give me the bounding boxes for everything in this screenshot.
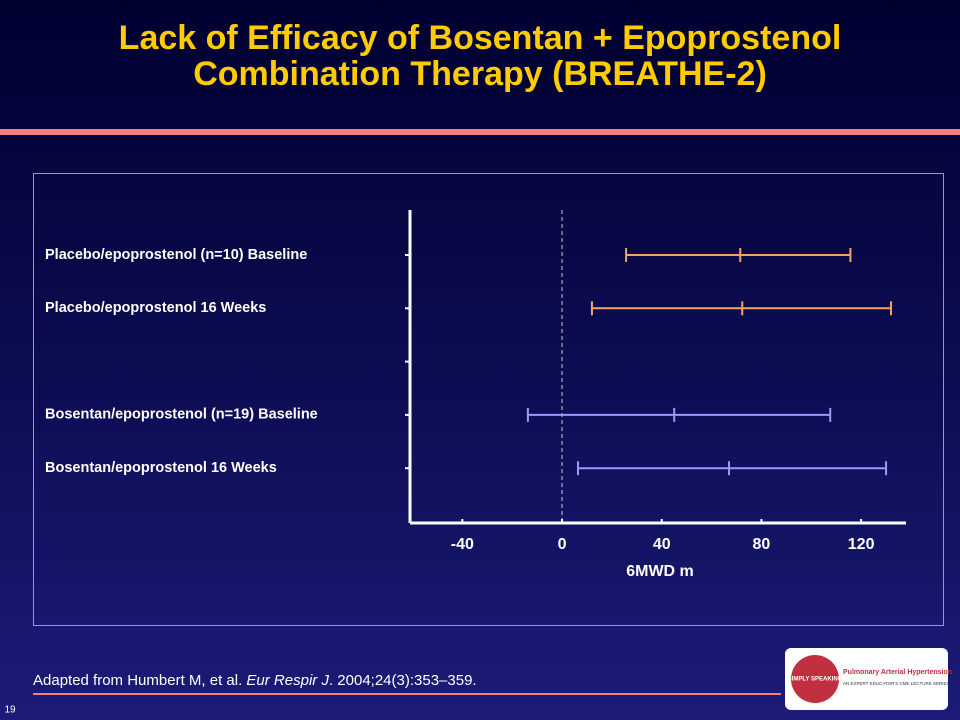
y-tick-label: Bosentan/epoprostenol 16 Weeks xyxy=(45,460,277,476)
divider xyxy=(33,693,781,695)
x-tick-label: -40 xyxy=(451,536,474,553)
y-tick-label: Bosentan/epoprostenol (n=19) Baseline xyxy=(45,407,318,423)
chart-frame xyxy=(33,173,944,626)
title-line: Lack of Efficacy of Bosentan + Epoproste… xyxy=(119,19,842,57)
source: Adapted from Humbert M, et al. Eur Respi… xyxy=(33,672,477,689)
logo-brand: SIMPLY SPEAKING xyxy=(788,677,843,683)
source-text: . 2004;24(3):353–359. xyxy=(329,672,477,689)
title-line: Combination Therapy (BREATHE-2) xyxy=(193,55,767,93)
logo-icon xyxy=(791,655,839,703)
source-journal: Eur Respir J xyxy=(246,672,329,689)
x-axis-label: 6MWD m xyxy=(626,563,694,580)
page-number: 19 xyxy=(4,705,16,716)
x-tick-label: 40 xyxy=(653,536,671,553)
x-tick-label: 120 xyxy=(848,536,875,553)
y-tick-label: Placebo/epoprostenol (n=10) Baseline xyxy=(45,247,307,263)
y-tick-label: Placebo/epoprostenol 16 Weeks xyxy=(45,300,266,316)
divider xyxy=(0,129,960,135)
x-tick-label: 0 xyxy=(558,536,567,553)
logo-subtitle: AN EXPERT EDUCATOR'S CME LECTURE SERIES xyxy=(843,681,950,686)
source-text: Adapted from Humbert M, et al. xyxy=(33,672,246,689)
logo-title: Pulmonary Arterial Hypertension xyxy=(843,669,952,676)
x-tick-label: 80 xyxy=(753,536,771,553)
